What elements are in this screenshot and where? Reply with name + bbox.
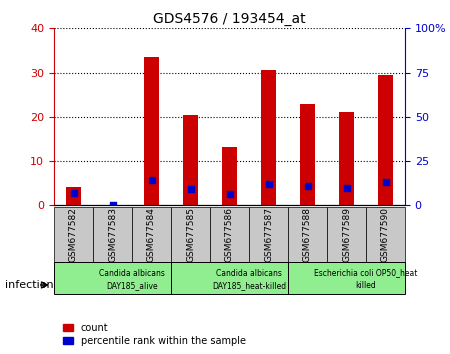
Point bbox=[343, 185, 350, 190]
Text: infection: infection bbox=[4, 280, 53, 290]
Text: Candida albicans: Candida albicans bbox=[99, 269, 165, 278]
FancyBboxPatch shape bbox=[288, 207, 327, 262]
Point bbox=[304, 183, 311, 189]
FancyBboxPatch shape bbox=[54, 262, 171, 294]
Text: Escherichia coli OP50_heat: Escherichia coli OP50_heat bbox=[314, 269, 418, 278]
Text: GSM677587: GSM677587 bbox=[264, 207, 273, 262]
Text: Candida albicans: Candida albicans bbox=[216, 269, 282, 278]
Point bbox=[187, 187, 194, 192]
Point bbox=[148, 177, 155, 183]
FancyBboxPatch shape bbox=[249, 207, 288, 262]
Bar bbox=[222, 147, 237, 205]
Bar bbox=[300, 104, 315, 205]
Point bbox=[226, 191, 233, 197]
Text: GSM677583: GSM677583 bbox=[108, 207, 117, 262]
Text: GSM677585: GSM677585 bbox=[186, 207, 195, 262]
Legend: count, percentile rank within the sample: count, percentile rank within the sample bbox=[63, 323, 246, 346]
Bar bbox=[144, 57, 159, 205]
Point bbox=[109, 202, 116, 208]
Point bbox=[382, 179, 389, 185]
Bar bbox=[66, 187, 81, 205]
FancyBboxPatch shape bbox=[327, 207, 366, 262]
Text: GSM677582: GSM677582 bbox=[69, 207, 78, 262]
Bar bbox=[339, 112, 354, 205]
FancyBboxPatch shape bbox=[171, 207, 210, 262]
Text: GSM677584: GSM677584 bbox=[147, 207, 156, 262]
FancyBboxPatch shape bbox=[132, 207, 171, 262]
Point bbox=[265, 181, 272, 187]
FancyBboxPatch shape bbox=[171, 262, 288, 294]
Bar bbox=[261, 70, 276, 205]
Bar bbox=[378, 75, 393, 205]
Text: GSM677590: GSM677590 bbox=[381, 207, 390, 262]
Text: GSM677588: GSM677588 bbox=[303, 207, 312, 262]
Point bbox=[70, 190, 77, 196]
Text: DAY185_alive: DAY185_alive bbox=[106, 281, 158, 290]
Text: DAY185_heat-killed: DAY185_heat-killed bbox=[212, 281, 286, 290]
FancyBboxPatch shape bbox=[210, 207, 249, 262]
FancyBboxPatch shape bbox=[288, 262, 405, 294]
Title: GDS4576 / 193454_at: GDS4576 / 193454_at bbox=[153, 12, 306, 26]
Text: killed: killed bbox=[356, 281, 376, 290]
Text: GSM677586: GSM677586 bbox=[225, 207, 234, 262]
Text: GSM677589: GSM677589 bbox=[342, 207, 351, 262]
FancyBboxPatch shape bbox=[54, 207, 93, 262]
Bar bbox=[183, 115, 198, 205]
FancyBboxPatch shape bbox=[93, 207, 132, 262]
FancyBboxPatch shape bbox=[366, 207, 405, 262]
